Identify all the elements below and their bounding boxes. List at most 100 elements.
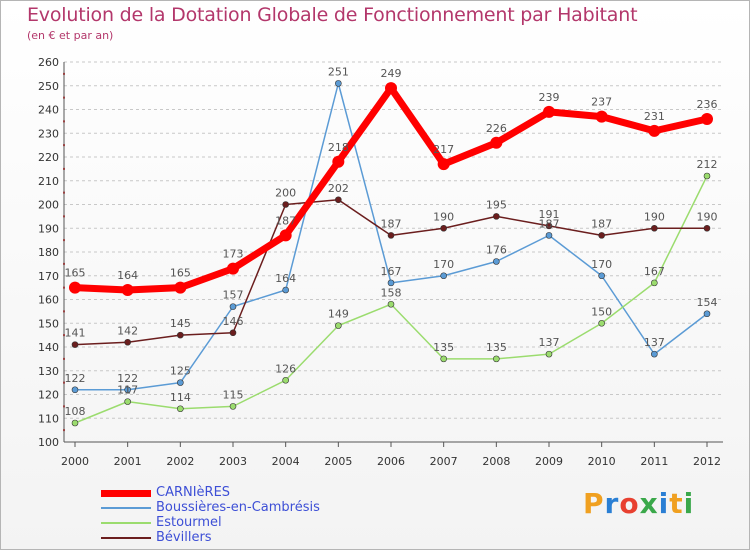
data-labels: 165 164 165 173 187 218 249 217 226 239 237 231 236 1… (65, 65, 718, 418)
data-label: 187 (381, 217, 402, 230)
data-point (69, 281, 81, 294)
data-point (701, 113, 713, 125)
y-tick-label: 200 (38, 199, 59, 212)
data-point (598, 319, 605, 327)
data-label: 145 (170, 317, 191, 330)
data-point (71, 386, 79, 394)
data-label: 170 (433, 258, 454, 271)
data-label: 167 (644, 265, 665, 278)
data-point (545, 222, 553, 230)
data-label: 137 (644, 336, 665, 349)
legend-swatch (101, 507, 151, 509)
data-point (71, 419, 79, 427)
data-label: 164 (275, 272, 296, 285)
data-label: 135 (486, 341, 507, 354)
x-tick-label: 2011 (640, 455, 668, 468)
data-label: 249 (381, 67, 402, 80)
data-label: 237 (591, 96, 612, 109)
data-point (387, 279, 395, 287)
data-label: 190 (644, 210, 665, 223)
y-tick-label: 150 (38, 317, 59, 330)
data-label: 146 (223, 315, 244, 328)
data-label: 164 (117, 269, 138, 282)
data-point (174, 281, 187, 294)
line-chart: 100 110 120 130 140 150 160 170 180 190 200 210 220 2… (38, 56, 723, 468)
data-label: 108 (65, 405, 86, 418)
x-tick-label: 2001 (114, 455, 142, 468)
data-label: 149 (328, 308, 349, 321)
legend-swatch (101, 537, 151, 539)
data-point (229, 403, 237, 410)
x-tick-label: 2007 (430, 455, 458, 468)
data-label: 176 (486, 244, 507, 257)
data-point (440, 224, 447, 232)
data-label: 187 (539, 217, 560, 230)
data-label: 157 (223, 289, 244, 302)
y-tick-label: 190 (38, 222, 59, 235)
data-point (177, 405, 184, 413)
data-label: 187 (275, 214, 296, 227)
data-point (440, 355, 447, 363)
legend-label: Bévillers (156, 530, 212, 545)
x-tick-label: 2012 (693, 455, 721, 468)
y-tick-label: 170 (38, 270, 59, 283)
legend-label: Boussières-en-Cambrésis (156, 500, 320, 515)
data-label: 126 (275, 362, 296, 375)
data-label: 137 (539, 336, 560, 349)
x-tick-label: 2002 (166, 455, 194, 468)
data-point (648, 124, 661, 137)
data-point (493, 355, 500, 363)
data-point (177, 379, 184, 386)
data-point (387, 232, 395, 239)
logo-letter: i (658, 487, 670, 520)
data-point (282, 201, 289, 208)
data-label: 190 (433, 210, 454, 223)
data-point (335, 80, 342, 87)
data-label: 212 (697, 158, 718, 171)
data-label: 165 (65, 267, 86, 280)
data-point (703, 310, 711, 318)
data-label: 125 (170, 365, 191, 378)
series-line-0 (74, 84, 708, 294)
data-point (332, 155, 345, 168)
x-tick-label: 2000 (61, 455, 89, 468)
y-tick-label: 240 (38, 104, 59, 117)
data-point (595, 110, 608, 123)
chart-subtitle: (en € et par an) (27, 29, 114, 42)
y-tick-label: 110 (38, 412, 59, 425)
x-tick-label: 2004 (272, 455, 300, 468)
data-point (493, 213, 500, 220)
data-label: 226 (486, 122, 507, 135)
y-tick-label: 260 (38, 56, 59, 69)
data-point (545, 232, 553, 239)
logo-letter: r (604, 487, 620, 520)
series-lines (69, 80, 713, 427)
data-label: 115 (223, 388, 244, 401)
data-label: 217 (433, 143, 454, 156)
y-tick-label: 120 (38, 389, 59, 402)
y-tick-label: 230 (38, 127, 59, 140)
data-point (387, 300, 395, 308)
data-label: 195 (486, 198, 507, 211)
data-point (282, 376, 289, 384)
data-label: 239 (539, 91, 560, 104)
data-point (279, 229, 292, 242)
data-point (282, 286, 289, 294)
data-label: 200 (275, 187, 296, 200)
proxiti-logo: Proxiti (583, 487, 694, 520)
data-point (71, 341, 79, 348)
data-label: 154 (697, 296, 718, 309)
x-tick-label: 2003 (219, 455, 247, 468)
y-tick-label: 100 (38, 436, 59, 449)
data-point (598, 272, 605, 280)
data-label: 122 (65, 372, 86, 385)
data-point (543, 105, 555, 118)
logo-letter: x (639, 487, 659, 520)
y-tick-label: 180 (38, 246, 59, 259)
x-tick-label: 2009 (535, 455, 563, 468)
data-point (703, 172, 711, 180)
data-label: 202 (328, 182, 349, 195)
data-label: 190 (697, 210, 718, 223)
legend-swatch (101, 522, 151, 524)
